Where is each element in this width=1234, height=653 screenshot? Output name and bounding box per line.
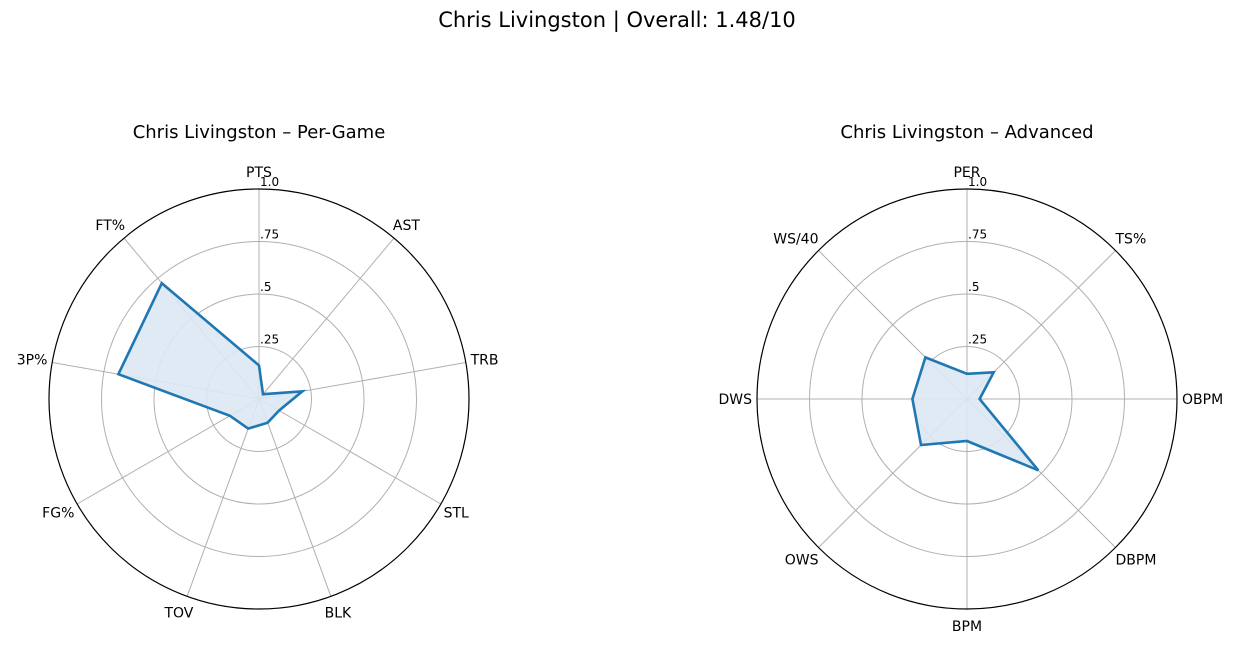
advanced-frame xyxy=(756,188,1178,610)
per-game-spoke xyxy=(186,398,260,597)
per-game-spoke xyxy=(258,237,395,400)
advanced-rtick-label: .5 xyxy=(968,280,979,294)
radar-per-game: Chris Livingston – Per-Game .25 .5 .75 1.0P… xyxy=(17,122,499,621)
per-game-area-fill xyxy=(118,283,303,429)
figure-title: Chris Livingston | Overall: 1.48/10 xyxy=(438,8,796,32)
advanced-rtick-label: 1.0 xyxy=(968,175,987,189)
per-game-rtick-label: .75 xyxy=(260,228,279,242)
advanced-axis-label-obpm: OBPM xyxy=(1182,392,1223,408)
per-game-axis-label-trb: TRB xyxy=(470,353,499,369)
per-game-frame xyxy=(48,188,470,610)
per-game-rtick-label: .25 xyxy=(260,333,279,347)
per-game-axis-label-ft-pct: FT% xyxy=(95,218,125,234)
per-game-axis-label-stl: STL xyxy=(444,506,469,522)
per-game-series-line xyxy=(116,281,307,431)
advanced-series-line xyxy=(911,355,1040,472)
per-game-spoke xyxy=(258,398,332,597)
advanced-axis-label-ows: OWS xyxy=(785,553,819,569)
per-game-rtick-label: 1.0 xyxy=(260,175,279,189)
per-game-axis-label-3p-pct: 3P% xyxy=(17,353,48,369)
advanced-axis-label-per: PER xyxy=(953,165,980,181)
per-game-axis-label-fg-pct: FG% xyxy=(42,506,74,522)
advanced-rtick-label: .75 xyxy=(968,228,987,242)
per-game-rtick-label: .5 xyxy=(260,280,271,294)
per-game-axis-label-ast: AST xyxy=(393,218,420,234)
advanced-axis-label-ts-pct: TS% xyxy=(1115,232,1147,248)
advanced-axis-label-dbpm: DBPM xyxy=(1116,553,1157,569)
advanced-axis-label-bpm: BPM xyxy=(952,619,982,635)
per-game-chart-title: Chris Livingston – Per-Game xyxy=(133,122,386,143)
advanced-axis-label-ws-40: WS/40 xyxy=(773,232,818,248)
radar-advanced: Chris Livingston – Advanced .25 .5 .75 1.0P… xyxy=(718,122,1223,635)
per-game-spoke xyxy=(258,398,442,505)
per-game-axis-label-blk: BLK xyxy=(325,605,352,621)
advanced-axis-label-dws: DWS xyxy=(718,392,752,408)
per-game-axis-label-pts: PTS xyxy=(246,165,272,181)
advanced-rtick-label: .25 xyxy=(968,333,987,347)
advanced-chart-title: Chris Livingston – Advanced xyxy=(840,122,1093,143)
per-game-axis-label-tov: TOV xyxy=(163,605,193,621)
